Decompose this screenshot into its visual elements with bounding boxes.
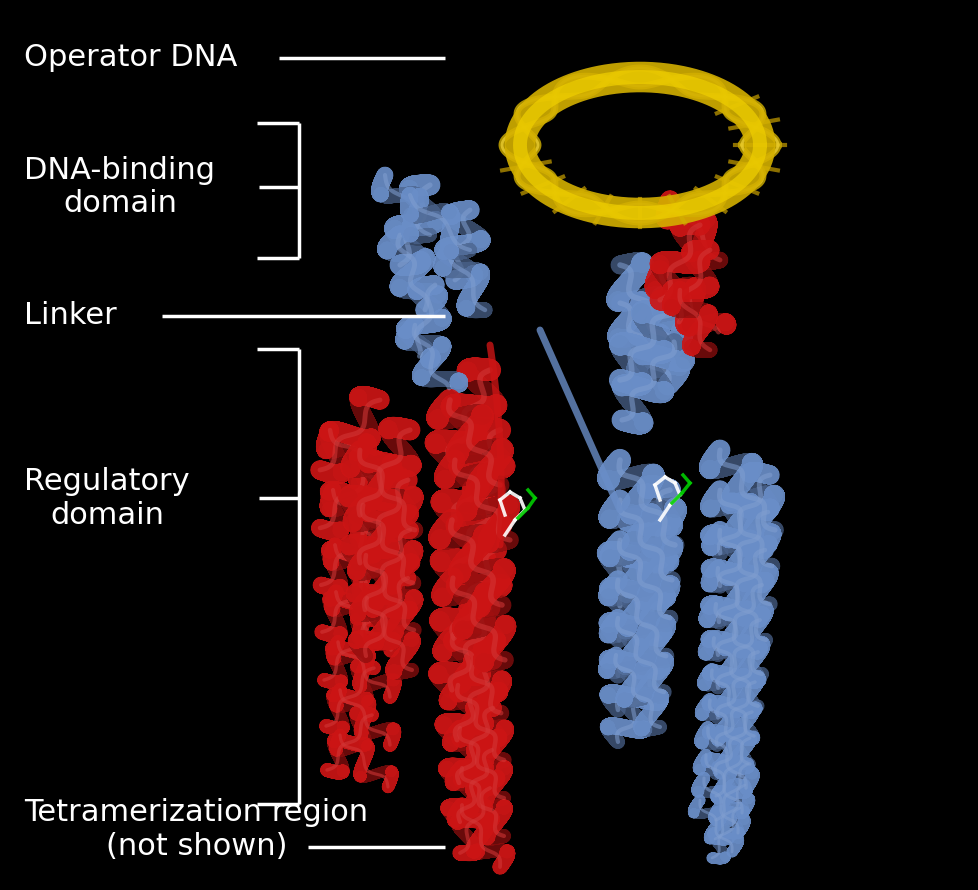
Text: Linker: Linker xyxy=(24,302,117,330)
Text: Tetramerization region
(not shown): Tetramerization region (not shown) xyxy=(24,798,369,861)
Text: DNA-binding
domain: DNA-binding domain xyxy=(24,156,215,218)
Text: Operator DNA: Operator DNA xyxy=(24,44,238,72)
Text: Regulatory
domain: Regulatory domain xyxy=(24,467,190,530)
